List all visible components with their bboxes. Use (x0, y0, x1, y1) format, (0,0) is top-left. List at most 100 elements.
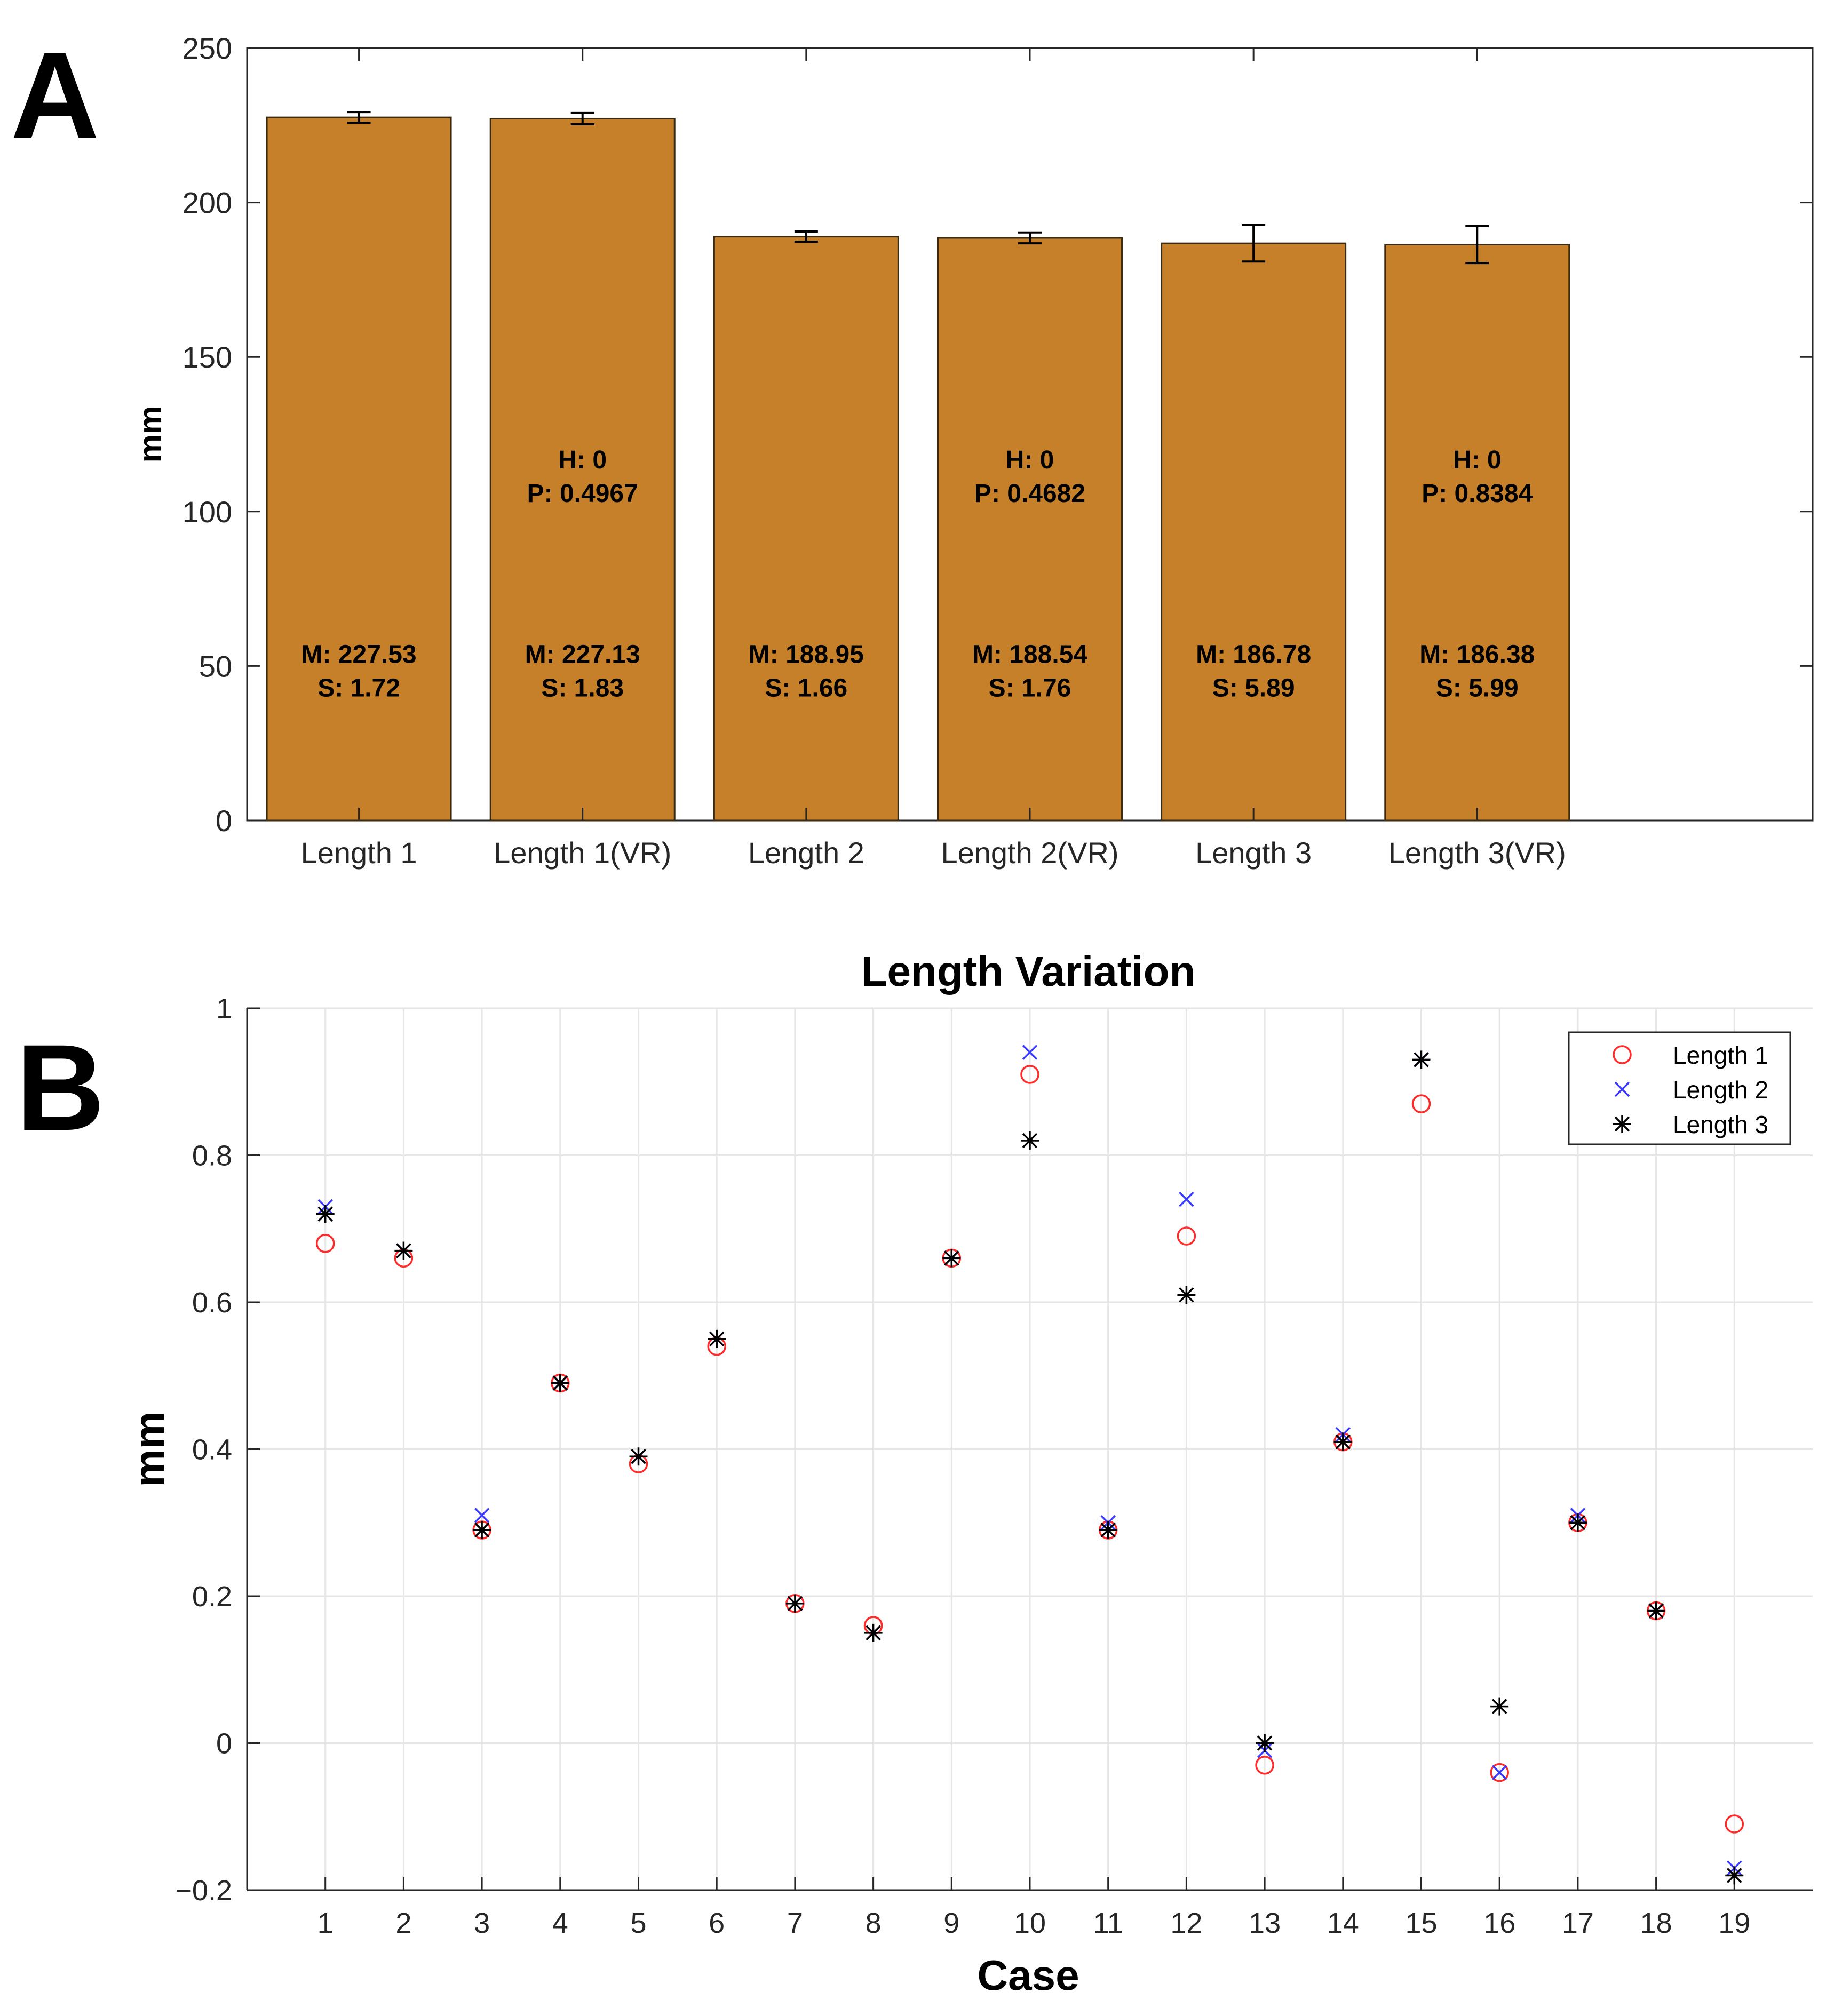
y-tick-label: 100 (182, 495, 232, 529)
data-point (1568, 1513, 1587, 1532)
x-tick-label: 7 (787, 1907, 803, 1939)
scatter-xlabel: Case (977, 1951, 1079, 1999)
data-point (1099, 1521, 1117, 1540)
legend-marker-stroke (1614, 1081, 1630, 1097)
y-tick-label: 0.4 (192, 1434, 232, 1466)
bar-mean-label: M: 188.54 (972, 640, 1087, 668)
x-tick-label: 12 (1170, 1907, 1202, 1939)
data-point (316, 1205, 335, 1223)
bar (1384, 243, 1570, 822)
bar-h-label: H: 0 (558, 446, 607, 474)
bar-p-label: P: 0.4682 (974, 480, 1085, 508)
data-point (1647, 1601, 1665, 1620)
scatter-ylabel: mm (125, 1411, 173, 1487)
data-point (1490, 1697, 1509, 1716)
bar-std-label: S: 1.83 (541, 674, 624, 702)
bar-h-label: H: 0 (1006, 446, 1054, 474)
data-point (1021, 1131, 1039, 1150)
x-tick-label: Length 1 (301, 836, 417, 870)
x-tick-label: Length 2 (748, 836, 864, 870)
data-point (1725, 1866, 1744, 1885)
bar (937, 237, 1123, 822)
bar-mean-label: M: 186.78 (1196, 640, 1311, 668)
data-point (1177, 1226, 1196, 1246)
x-tick-label: 1 (317, 1907, 334, 1939)
x-tick-label: 19 (1718, 1907, 1750, 1939)
x-tick-label: 11 (1093, 1907, 1123, 1939)
bar-std-label: S: 5.89 (1212, 674, 1295, 702)
scatter-chart: Length Variation Case 1 2 3 4 5 6 7 8 9 10 11 12 13 1… (125, 947, 1813, 1999)
x-tick-label: 2 (395, 1907, 411, 1939)
data-point (629, 1447, 648, 1466)
bar-std-label: S: 1.76 (989, 674, 1071, 702)
data-point-stroke (1022, 1045, 1038, 1060)
bar-std-label: S: 5.99 (1436, 674, 1519, 702)
bar (1161, 242, 1347, 822)
data-point-stroke (1491, 1765, 1507, 1780)
data-point (1490, 1763, 1509, 1782)
x-tick-label: 5 (630, 1907, 646, 1939)
y-tick-label: 50 (199, 649, 232, 683)
data-point (1255, 1756, 1274, 1775)
scatter-title: Length Variation (861, 947, 1196, 995)
data-point (394, 1241, 413, 1260)
data-point (1179, 1191, 1194, 1207)
x-tick-label: Length 3 (1195, 836, 1312, 870)
data-point-stroke (1179, 1191, 1194, 1207)
y-tick-label: 0.2 (192, 1581, 232, 1613)
data-point (1333, 1432, 1352, 1451)
data-point (1022, 1045, 1038, 1060)
x-tick-label: 17 (1562, 1907, 1594, 1939)
data-point (1256, 1734, 1274, 1752)
data-point (473, 1521, 491, 1540)
y-tick-label: 0.6 (192, 1287, 232, 1319)
bar-p-label: P: 0.4967 (527, 480, 638, 508)
x-tick-label: 8 (866, 1907, 882, 1939)
x-tick-label: 9 (943, 1907, 959, 1939)
data-point (785, 1594, 804, 1613)
x-tick-label: 16 (1483, 1907, 1515, 1939)
data-point (942, 1249, 961, 1268)
panel-label-a: A (11, 27, 99, 164)
bar-p-label: P: 0.8384 (1422, 480, 1533, 508)
series-length-3 (316, 1050, 1744, 1885)
bar-ylabel: mm (132, 406, 168, 463)
data-point (864, 1623, 883, 1642)
x-tick-label: Length 2(VR) (941, 836, 1118, 870)
bar-mean-label: M: 227.53 (301, 640, 417, 668)
data-point (1177, 1286, 1196, 1304)
y-tick-label: 250 (182, 31, 232, 65)
y-tick-label: 200 (182, 186, 232, 220)
data-point (315, 1234, 335, 1253)
legend-label: Length 1 (1673, 1041, 1768, 1069)
data-point (1412, 1050, 1431, 1069)
legend-marker (1613, 1115, 1631, 1133)
x-tick-label: 14 (1327, 1907, 1359, 1939)
data-point (1725, 1814, 1744, 1834)
bar-chart: 0 50 100 150 200 250 mm Length 1 M: 227.53 S: 1.7… (132, 31, 1814, 870)
bar-std-label: S: 1.66 (765, 674, 847, 702)
data-point (551, 1374, 569, 1392)
data-point (1020, 1065, 1039, 1084)
bar (489, 117, 676, 822)
legend-marker (1613, 1045, 1632, 1064)
data-point (1491, 1765, 1507, 1780)
panel-label-b: B (16, 1019, 105, 1156)
data-point (1411, 1094, 1431, 1113)
x-tick-label: 4 (552, 1907, 568, 1939)
legend-box (1568, 1031, 1791, 1145)
y-tick-label: 150 (182, 340, 232, 374)
x-tick-label: Length 3(VR) (1388, 836, 1566, 870)
data-point (474, 1508, 490, 1523)
y-tick-label: 0.8 (192, 1140, 232, 1172)
y-tick-label: 0 (216, 804, 232, 838)
bar-mean-label: M: 227.13 (525, 640, 640, 668)
x-tick-label: 15 (1405, 1907, 1437, 1939)
x-tick-label: 18 (1640, 1907, 1672, 1939)
y-tick-label: 1 (216, 993, 232, 1025)
bar (713, 236, 899, 822)
bar-std-label: S: 1.72 (317, 674, 400, 702)
y-tick-label: 0 (216, 1728, 232, 1760)
y-tick-label: −0.2 (175, 1875, 232, 1907)
